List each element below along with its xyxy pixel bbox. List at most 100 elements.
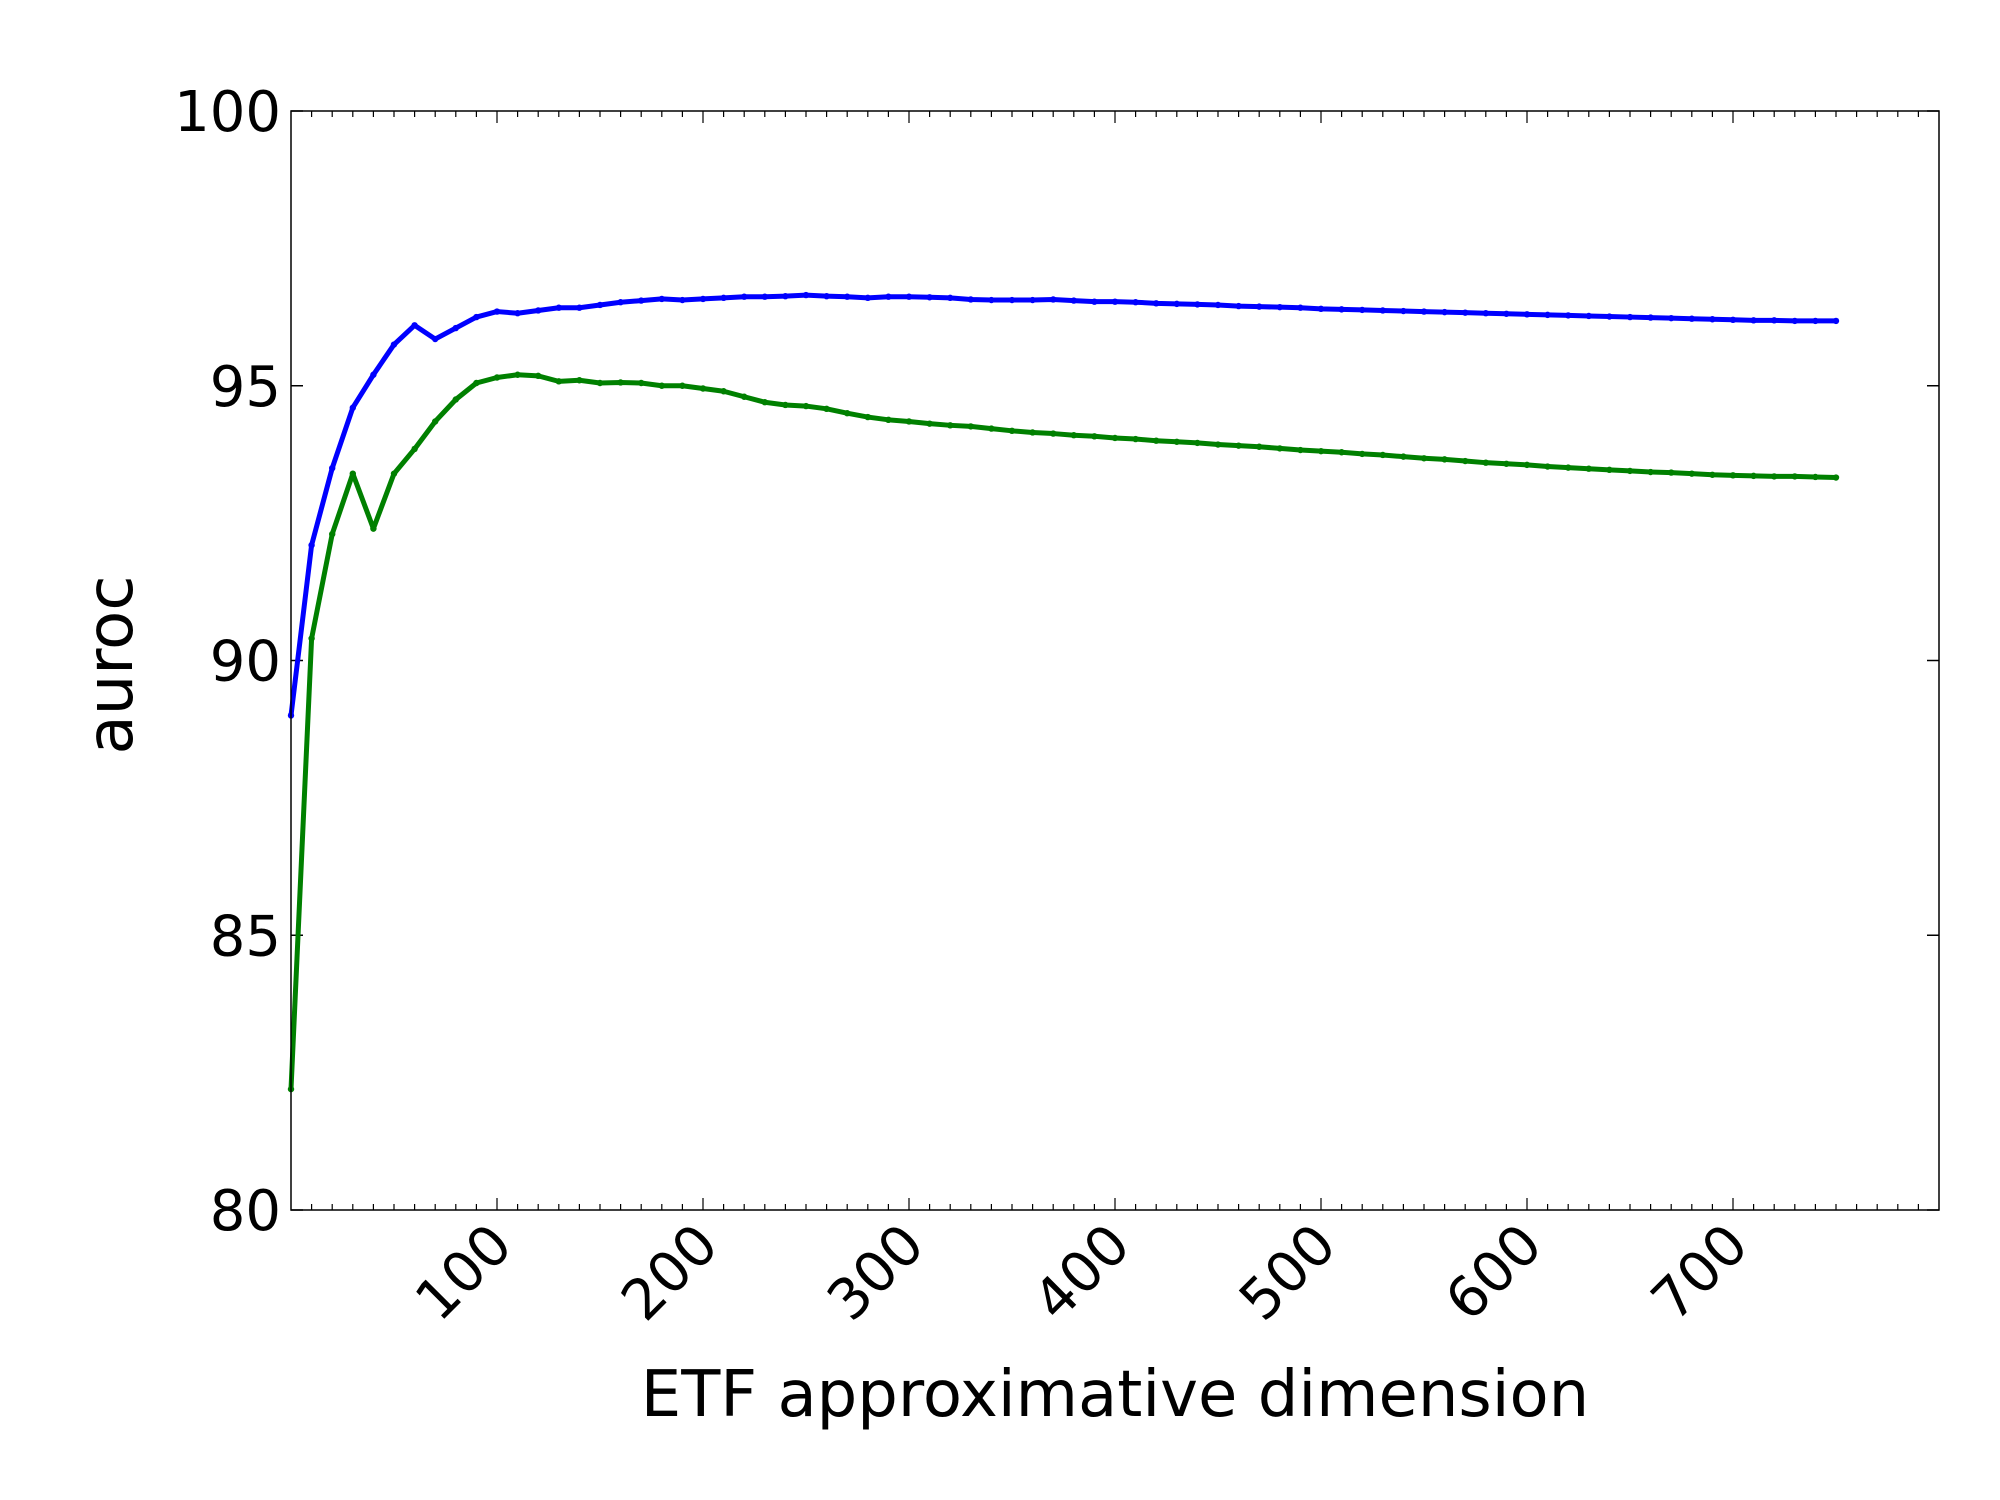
data-point (1297, 304, 1304, 311)
data-point (658, 295, 665, 303)
data-point (1647, 468, 1654, 476)
data-point (1235, 442, 1242, 449)
x-tick-label: 300 (815, 1212, 937, 1334)
data-point (473, 379, 480, 387)
data-point (1832, 474, 1840, 481)
y-tick-label: 100 (174, 80, 281, 145)
data-point (1709, 471, 1716, 478)
data-point (1276, 303, 1284, 311)
data-point (1503, 310, 1510, 317)
data-point (493, 374, 501, 381)
data-point (1091, 298, 1098, 305)
data-point (535, 307, 542, 314)
series-2 (287, 371, 1840, 1093)
x-tick-label: 700 (1639, 1212, 1761, 1334)
x-tick-label: 200 (609, 1212, 731, 1334)
data-point (1111, 434, 1119, 442)
data-point (555, 304, 562, 311)
data-point (864, 294, 871, 302)
data-point (926, 294, 933, 301)
data-point (1462, 457, 1469, 465)
data-point (1132, 435, 1139, 443)
y-tick-label: 85 (210, 904, 281, 969)
data-point (1565, 464, 1572, 471)
data-point (1462, 309, 1469, 316)
data-point (885, 416, 892, 424)
data-point (1070, 432, 1078, 439)
data-point (1317, 447, 1325, 455)
data-point (1153, 300, 1160, 307)
data-point (1668, 314, 1675, 322)
data-point (514, 310, 521, 317)
data-point (1029, 429, 1036, 436)
data-point (1503, 460, 1510, 467)
data-point (823, 292, 830, 300)
data-point (1565, 312, 1572, 319)
data-point (1771, 317, 1778, 324)
data-point (1420, 455, 1428, 462)
data-point (308, 635, 315, 642)
data-point (741, 393, 748, 400)
data-point (555, 378, 562, 385)
data-point (576, 304, 583, 311)
data-point (1585, 312, 1593, 320)
x-tick-marks (311, 111, 1920, 1210)
x-axis-label: ETF approximative dimension (641, 1358, 1589, 1432)
data-point (658, 382, 665, 389)
data-point (596, 301, 604, 309)
data-point (844, 293, 851, 300)
plot-frame (290, 110, 1940, 1211)
data-point (349, 470, 356, 477)
data-point (1544, 311, 1551, 319)
data-point (1029, 296, 1036, 304)
data-point (638, 297, 645, 304)
data-point (1626, 467, 1634, 475)
data-point (782, 401, 789, 409)
data-point (432, 418, 439, 425)
data-point (905, 293, 913, 300)
data-point (947, 294, 954, 302)
data-point (1441, 308, 1448, 316)
data-point (535, 372, 542, 380)
y-tick-marks (291, 110, 1939, 1211)
data-point (802, 291, 810, 299)
data-point (1256, 443, 1263, 450)
data-point (699, 385, 707, 392)
y-tick-label: 95 (210, 355, 281, 420)
data-point (1338, 449, 1345, 456)
data-point (390, 470, 398, 477)
data-point (699, 295, 707, 303)
data-point (1729, 316, 1737, 324)
data-point (1214, 301, 1222, 309)
data-point (370, 525, 377, 532)
data-point (1317, 305, 1325, 313)
x-tick-label: 100 (403, 1212, 525, 1334)
series-line (288, 372, 1837, 1090)
data-point (349, 404, 356, 411)
data-point (844, 410, 851, 417)
data-point (473, 313, 480, 321)
data-point (1070, 297, 1078, 304)
data-point (761, 399, 768, 406)
data-point (1194, 439, 1201, 447)
data-point (1050, 430, 1057, 437)
data-point (411, 445, 418, 453)
data-point (720, 294, 727, 302)
data-point (1709, 316, 1716, 323)
data-point (1153, 437, 1160, 444)
x-tick-label: 600 (1433, 1212, 1555, 1334)
data-point (864, 413, 871, 421)
data-point (329, 464, 336, 472)
data-point (1750, 317, 1757, 324)
x-tick-labels: 100 200 300 400 500 600 700 (403, 1212, 1761, 1334)
data-point (1256, 303, 1263, 310)
data-point (1359, 450, 1366, 458)
data-point (1585, 465, 1593, 472)
data-point (1379, 451, 1387, 459)
x-tick-label: 500 (1227, 1212, 1349, 1334)
data-point (1771, 473, 1778, 480)
data-point (1008, 427, 1016, 435)
data-point (926, 420, 933, 427)
data-point (1379, 307, 1387, 314)
data-point (761, 293, 768, 300)
